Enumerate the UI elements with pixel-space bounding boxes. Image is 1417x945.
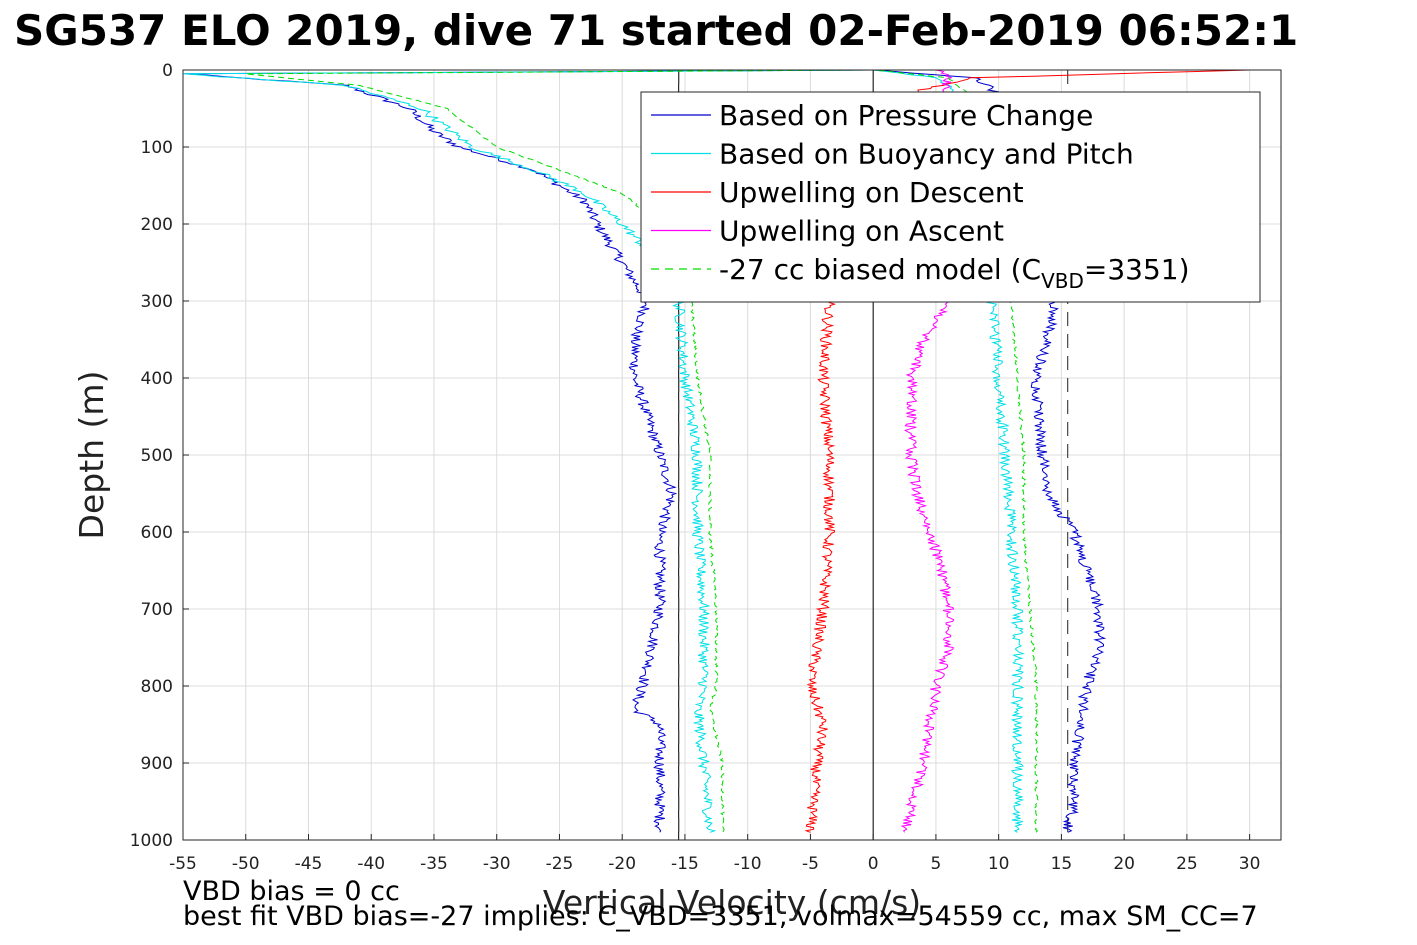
legend-entry-label: Based on Pressure Change <box>719 99 1093 132</box>
series-4-descent-line <box>245 69 874 833</box>
legend-entry-label: Upwelling on Ascent <box>719 215 1004 248</box>
x-tick-label: -25 <box>546 854 574 874</box>
legend-entry-label: Upwelling on Descent <box>719 176 1024 209</box>
legend: Based on Pressure Change Based on Buoyanc… <box>640 91 1261 303</box>
footer-vbd-bias: VBD bias = 0 cc <box>183 876 400 907</box>
x-tick-label: 5 <box>931 854 942 874</box>
x-tick-label: 20 <box>1113 854 1135 874</box>
x-tick-label: -15 <box>671 854 699 874</box>
y-axis-label: Depth (m) <box>72 371 111 540</box>
series-0-descent-line <box>184 69 874 833</box>
x-tick-label: -45 <box>295 854 323 874</box>
legend-box <box>640 91 1261 303</box>
y-tick-label: 100 <box>141 138 173 158</box>
x-tick-label: -55 <box>169 854 197 874</box>
x-tick-labels: -55 -50 -45 -40 -35 -30 -25 -20 -15 -10 -5 0 5 10 15 20… <box>169 834 1260 874</box>
legend-entry-label: Based on Buoyancy and Pitch <box>719 138 1134 171</box>
y-tick-label: 500 <box>141 446 173 466</box>
x-tick-label: -5 <box>802 854 819 874</box>
y-tick-label: 600 <box>141 523 173 543</box>
footer-best-fit: best fit VBD bias=-27 implies: C_VBD=335… <box>183 901 1258 932</box>
x-axis-label: Vertical Velocity (cm/s) <box>543 883 921 922</box>
x-tick-label: -35 <box>420 854 448 874</box>
x-tick-label: -40 <box>357 854 385 874</box>
x-tick-label: 30 <box>1239 854 1261 874</box>
x-tick-label: 0 <box>868 854 879 874</box>
y-tick-label: 0 <box>162 61 173 81</box>
y-tick-labels: 0 100 200 300 400 500 600 700 800 900 1000 <box>130 61 189 851</box>
x-tick-label: -50 <box>232 854 260 874</box>
x-tick-label: 25 <box>1176 854 1198 874</box>
y-tick-label: 400 <box>141 369 173 389</box>
y-tick-label: 700 <box>141 600 173 620</box>
y-tick-label: 200 <box>141 215 173 235</box>
y-tick-label: 800 <box>141 677 173 697</box>
legend-entry-label: -27 cc biased model (CVBD=3351) <box>719 253 1190 293</box>
chart-title: SG537 ELO 2019, dive 71 started 02-Feb-2… <box>14 6 1299 55</box>
y-tick-label: 300 <box>141 292 173 312</box>
x-tick-label: 10 <box>988 854 1010 874</box>
y-tick-label: 900 <box>141 754 173 774</box>
x-tick-label: -20 <box>608 854 636 874</box>
x-tick-label: -30 <box>483 854 511 874</box>
y-tick-label: 1000 <box>130 831 173 851</box>
series-1-descent-line <box>183 69 874 833</box>
x-tick-label: -10 <box>734 854 762 874</box>
x-tick-label: 15 <box>1051 854 1073 874</box>
